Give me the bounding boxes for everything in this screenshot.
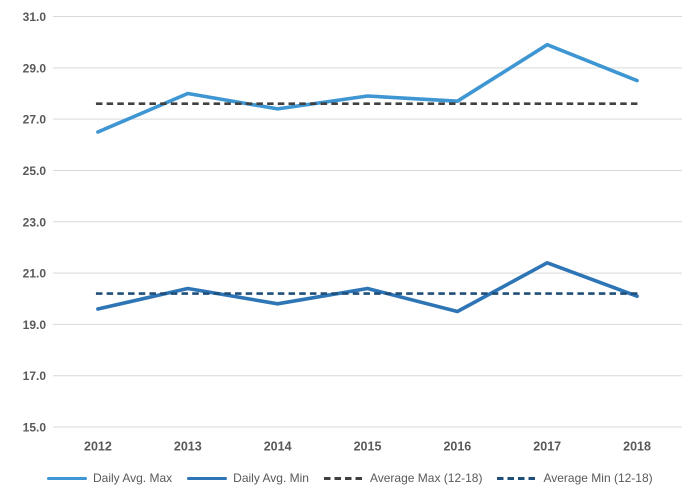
- series-line-1: [96, 260, 639, 314]
- y-tick-label: 17.0: [23, 369, 47, 383]
- legend-label-average-min: Average Min (12-18): [543, 471, 653, 485]
- x-tick-label: 2016: [443, 440, 471, 454]
- y-tick-label: 15.0: [23, 421, 47, 435]
- y-tick-label: 23.0: [23, 215, 47, 229]
- y-tick-label: 21.0: [23, 267, 47, 281]
- y-tick-label: 27.0: [23, 113, 47, 127]
- x-tick-label: 2012: [84, 440, 112, 454]
- y-tick-label: 31.0: [23, 10, 47, 24]
- legend-label-average-max: Average Max (12-18): [369, 471, 483, 485]
- legend-label-daily-avg-max: Daily Avg. Max: [93, 471, 173, 485]
- y-tick-label: 29.0: [23, 61, 47, 75]
- series-line-0: [96, 42, 639, 134]
- x-tick-label: 2018: [623, 440, 651, 454]
- y-tick-label: 19.0: [23, 318, 47, 332]
- legend-item-daily-avg-min: Daily Avg. Min: [187, 469, 309, 487]
- x-tick-label: 2014: [264, 440, 292, 454]
- legend-label-daily-avg-min: Daily Avg. Min: [233, 471, 309, 485]
- legend-item-daily-avg-max: Daily Avg. Max: [47, 469, 172, 487]
- legend: Daily Avg. Max Daily Avg. Min Average Ma…: [47, 469, 653, 487]
- legend-swatch-average-max: [323, 476, 364, 480]
- legend-item-average-min: Average Min (12-18): [497, 469, 653, 487]
- legend-swatch-daily-avg-max: [47, 476, 87, 480]
- x-tick-label: 2017: [533, 440, 561, 454]
- legend-swatch-average-min: [497, 476, 538, 480]
- legend-item-average-max: Average Max (12-18): [323, 469, 483, 487]
- x-tick-label: 2013: [174, 440, 202, 454]
- legend-swatch-daily-avg-min: [187, 476, 228, 480]
- y-tick-label: 25.0: [23, 164, 47, 178]
- x-tick-label: 2015: [354, 440, 382, 454]
- plot-area: 31.0 29.0 27.0 25.0 23.0 21.0 19.0 17.0 15.0 2012…: [23, 10, 682, 454]
